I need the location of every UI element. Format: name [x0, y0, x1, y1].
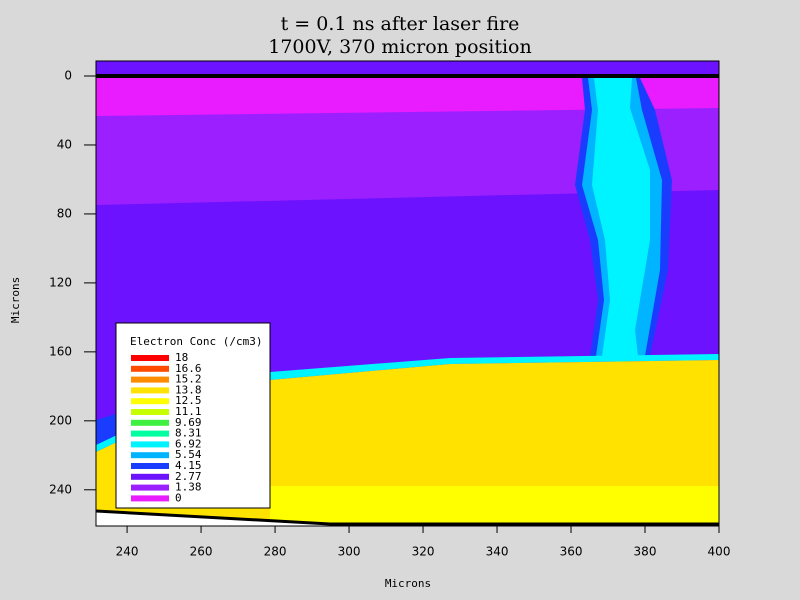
- legend-swatch: [131, 484, 169, 491]
- x-tick-label: 360: [560, 545, 583, 559]
- x-tick-label: 340: [486, 545, 509, 559]
- y-tick-label: 0: [64, 69, 72, 83]
- x-tick-label: 380: [634, 545, 657, 559]
- contour-region: [592, 78, 650, 356]
- legend-swatch: [131, 452, 169, 459]
- x-axis-label: Microns: [385, 577, 431, 590]
- legend-label: 6.92: [175, 437, 202, 450]
- legend-swatch: [131, 365, 169, 372]
- x-tick-label: 280: [264, 545, 287, 559]
- legend-label: 8.31: [175, 427, 202, 440]
- legend-label: 18: [175, 351, 188, 364]
- legend-label: 1.38: [175, 481, 202, 494]
- legend-label: 15.2: [175, 373, 202, 386]
- legend-label: 13.8: [175, 383, 202, 396]
- legend-label: 5.54: [175, 448, 202, 461]
- legend-swatch: [131, 376, 169, 383]
- legend-swatch: [131, 409, 169, 415]
- boundary: [96, 509, 331, 526]
- legend-title: Electron Conc (/cm3): [130, 335, 262, 348]
- legend-label: 12.5: [175, 394, 202, 407]
- legend-label: 16.6: [175, 362, 202, 375]
- legend-label: 11.1: [175, 405, 202, 418]
- legend-swatch: [131, 387, 169, 394]
- y-tick-label: 240: [49, 482, 72, 496]
- legend-swatch: [131, 473, 169, 480]
- legend-swatch: [131, 419, 169, 426]
- y-tick-label: 120: [49, 275, 72, 289]
- y-tick-label: 40: [57, 137, 72, 151]
- contour-region: [270, 486, 719, 526]
- legend-label: 9.69: [175, 416, 202, 429]
- x-tick-label: 400: [708, 545, 731, 559]
- contour-region: [96, 78, 719, 116]
- legend-label: 2.77: [175, 470, 202, 483]
- y-tick-label: 200: [49, 413, 72, 427]
- legend-label: 4.15: [175, 459, 202, 472]
- legend-swatch: [131, 430, 169, 437]
- chart-title: t = 0.1 ns after laser fire: [281, 13, 520, 35]
- y-tick-label: 80: [57, 206, 72, 220]
- plot-frame: [95, 60, 720, 527]
- y-tick-label: 160: [49, 344, 72, 358]
- x-tick-label: 300: [338, 545, 361, 559]
- x-tick-label: 320: [412, 545, 435, 559]
- legend-swatch: [131, 355, 169, 361]
- legend-swatch: [131, 398, 169, 405]
- legend-swatch: [131, 463, 169, 469]
- x-tick-label: 240: [116, 545, 139, 559]
- legend-swatch: [131, 495, 169, 502]
- legend-swatch: [131, 441, 169, 448]
- y-axis-label: Microns: [9, 277, 22, 323]
- legend-label: 0: [175, 491, 182, 504]
- x-tick-label: 260: [190, 545, 213, 559]
- chart-subtitle: 1700V, 370 micron position: [268, 36, 532, 58]
